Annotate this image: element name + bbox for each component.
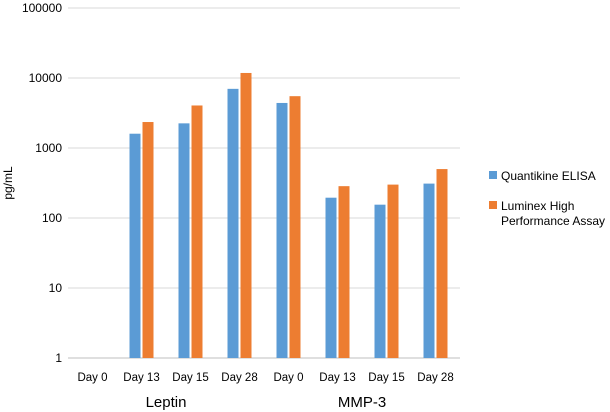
y-axis-ticks: 1 10 100 1000 10000 100000 (22, 1, 62, 365)
bars (129, 72, 448, 358)
legend-swatch (489, 201, 497, 209)
bar-quantikine (423, 183, 435, 358)
legend-label: Performance Assay (501, 214, 605, 228)
bar-quantikine (374, 204, 386, 358)
y-tick-label: 100 (42, 211, 62, 225)
x-category-label: Day 15 (368, 372, 404, 384)
x-category-label: Day 15 (172, 372, 208, 384)
legend-label: Quantikine ELISA (501, 169, 596, 183)
bar-luminex (387, 184, 399, 358)
bar-luminex (338, 186, 350, 358)
bar-luminex (240, 72, 252, 358)
x-group-label: Leptin (146, 394, 187, 411)
y-tick-label: 10000 (29, 71, 63, 85)
bar-quantikine (325, 197, 337, 358)
x-category-label: Day 28 (221, 372, 257, 384)
bar-luminex (191, 105, 203, 358)
y-tick-label: 1 (55, 351, 62, 365)
bar-luminex (289, 96, 301, 358)
x-category-label: Day 13 (319, 372, 355, 384)
bar-quantikine (178, 123, 190, 358)
bar-quantikine (129, 133, 141, 358)
bar-luminex (142, 122, 154, 358)
x-category-label: Day 28 (417, 372, 453, 384)
bar-luminex (436, 169, 448, 358)
legend-swatch (489, 171, 497, 179)
x-category-label: Day 0 (77, 372, 107, 384)
x-axis-groups: Leptin MMP-3 (146, 394, 387, 411)
y-tick-label: 100000 (22, 1, 62, 15)
x-group-label: MMP-3 (338, 394, 386, 411)
legend-label: Luminex High (501, 199, 574, 213)
x-category-label: Day 0 (273, 372, 303, 384)
y-tick-label: 1000 (35, 141, 62, 155)
bar-quantikine (227, 88, 239, 358)
bar-quantikine (276, 102, 288, 358)
x-axis-categories: Day 0 Day 13 Day 15 Day 28 Day 0 Day 13 Day 15… (77, 372, 453, 384)
x-category-label: Day 13 (123, 372, 159, 384)
legend: Quantikine ELISA Luminex HighPerformance … (489, 169, 605, 228)
gridlines (68, 7, 460, 359)
y-tick-label: 10 (49, 281, 63, 295)
y-axis-title: pg/mL (1, 166, 15, 200)
